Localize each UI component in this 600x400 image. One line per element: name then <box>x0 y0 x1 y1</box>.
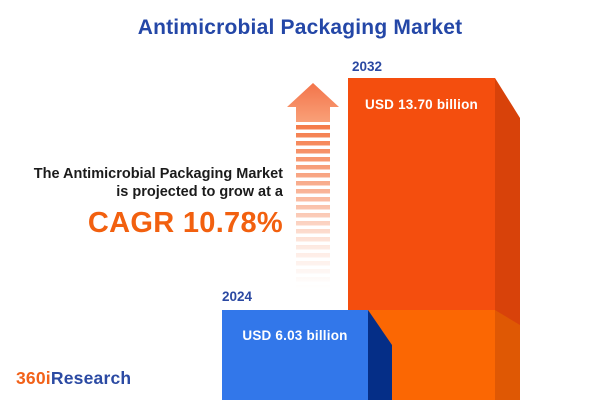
page-title: Antimicrobial Packaging Market <box>137 16 463 39</box>
company-logo: 360iResearch <box>16 368 131 389</box>
bar-2032-year-label: 2032 <box>352 59 383 74</box>
bar-2032-side-lower <box>495 310 520 400</box>
bar-2032-face-upper <box>348 78 495 310</box>
description-line-1: The Antimicrobial Packaging Market <box>33 166 283 182</box>
arrow-head-icon <box>287 83 339 122</box>
arrow-stripes-icon <box>296 125 330 288</box>
growth-up-arrow-icon <box>287 83 339 289</box>
bar-2024-value-label: USD 6.03 billion <box>242 328 348 343</box>
market-description: The Antimicrobial Packaging Market is pr… <box>12 165 283 240</box>
bar-2024-face <box>222 310 368 400</box>
cagr-value: CAGR 10.78% <box>87 207 283 239</box>
bar-2024-year-label: 2024 <box>222 289 253 304</box>
logo-360i-text: 360i <box>16 368 51 388</box>
logo-research-text: Research <box>50 368 132 388</box>
description-line-2: is projected to grow at a <box>116 184 283 200</box>
bar-2032-value-label: USD 13.70 billion <box>365 97 478 112</box>
bar-2032-side-upper <box>495 78 520 325</box>
